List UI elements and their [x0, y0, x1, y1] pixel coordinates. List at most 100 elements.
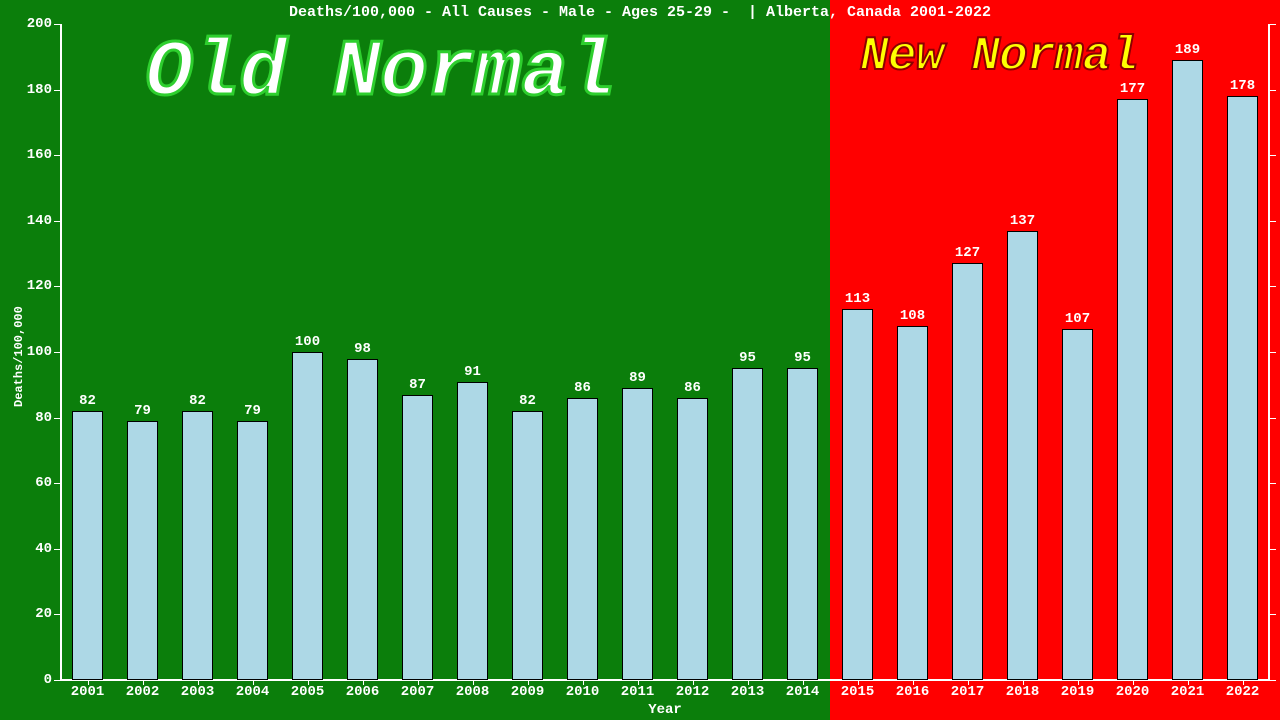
bar-value-label: 127 [955, 245, 980, 261]
bar-value-label: 108 [900, 308, 925, 324]
x-tick-mark [363, 680, 364, 685]
x-tick-mark [143, 680, 144, 685]
x-tick-mark [418, 680, 419, 685]
bar [347, 359, 379, 680]
x-tick-mark [308, 680, 309, 685]
x-tick-label: 2019 [1061, 684, 1095, 700]
y-tick-mark [54, 286, 60, 287]
bar [677, 398, 709, 680]
y-tick-mark [1270, 90, 1276, 91]
bar-value-label: 82 [189, 393, 206, 409]
y-tick-mark [1270, 680, 1276, 681]
y-tick-label: 0 [18, 672, 52, 688]
x-tick-label: 2017 [951, 684, 985, 700]
y-tick-mark [54, 24, 60, 25]
y-tick-mark [1270, 352, 1276, 353]
x-tick-label: 2001 [71, 684, 105, 700]
y-tick-mark [1270, 286, 1276, 287]
y-tick-mark [54, 418, 60, 419]
x-tick-label: 2003 [181, 684, 215, 700]
x-tick-mark [198, 680, 199, 685]
y-tick-mark [54, 483, 60, 484]
x-tick-mark [1243, 680, 1244, 685]
x-tick-mark [1133, 680, 1134, 685]
bar-value-label: 137 [1010, 213, 1035, 229]
bar [1227, 96, 1259, 680]
bar [1172, 60, 1204, 680]
x-tick-mark [253, 680, 254, 685]
y-tick-mark [54, 614, 60, 615]
y-tick-mark [54, 549, 60, 550]
x-tick-mark [88, 680, 89, 685]
x-tick-mark [1078, 680, 1079, 685]
y-tick-mark [1270, 483, 1276, 484]
x-tick-mark [528, 680, 529, 685]
bar [842, 309, 874, 680]
chart-title: Deaths/100,000 - All Causes - Male - Age… [0, 4, 1280, 21]
x-tick-mark [748, 680, 749, 685]
bar [1007, 231, 1039, 680]
new-normal-label: New Normal [860, 30, 1138, 84]
x-tick-mark [858, 680, 859, 685]
y-tick-label: 60 [18, 475, 52, 491]
bar [127, 421, 159, 680]
bar-value-label: 87 [409, 377, 426, 393]
bar [622, 388, 654, 680]
bar-value-label: 89 [629, 370, 646, 386]
x-axis-label: Year [635, 702, 695, 718]
x-tick-mark [1188, 680, 1189, 685]
bar-value-label: 91 [464, 364, 481, 380]
x-tick-label: 2020 [1116, 684, 1150, 700]
y-tick-mark [54, 155, 60, 156]
bar-value-label: 86 [574, 380, 591, 396]
bar-value-label: 95 [739, 350, 756, 366]
bar [1117, 99, 1149, 680]
bar [182, 411, 214, 680]
x-tick-label: 2021 [1171, 684, 1205, 700]
y-tick-mark [54, 221, 60, 222]
y-tick-label: 120 [18, 278, 52, 294]
bar-value-label: 79 [244, 403, 261, 419]
y-tick-mark [1270, 614, 1276, 615]
bar-value-label: 95 [794, 350, 811, 366]
x-tick-mark [583, 680, 584, 685]
x-tick-mark [693, 680, 694, 685]
bar [512, 411, 544, 680]
bar [952, 263, 984, 680]
y-tick-mark [1270, 24, 1276, 25]
bar-value-label: 178 [1230, 78, 1255, 94]
y-tick-mark [54, 90, 60, 91]
bar [237, 421, 269, 680]
x-tick-label: 2004 [236, 684, 270, 700]
bar [402, 395, 434, 680]
x-tick-mark [638, 680, 639, 685]
x-tick-label: 2007 [401, 684, 435, 700]
x-tick-mark [968, 680, 969, 685]
bar-value-label: 82 [519, 393, 536, 409]
y-tick-label: 180 [18, 82, 52, 98]
y-tick-mark [54, 680, 60, 681]
y-tick-mark [1270, 155, 1276, 156]
y-tick-label: 140 [18, 213, 52, 229]
bar-value-label: 86 [684, 380, 701, 396]
x-tick-label: 2011 [621, 684, 655, 700]
x-tick-label: 2022 [1226, 684, 1260, 700]
x-tick-label: 2005 [291, 684, 325, 700]
y-tick-label: 200 [18, 16, 52, 32]
chart-root: Deaths/100,000 - All Causes - Male - Age… [0, 0, 1280, 720]
y-tick-label: 80 [18, 410, 52, 426]
bar-value-label: 189 [1175, 42, 1200, 58]
bar-value-label: 82 [79, 393, 96, 409]
bar-value-label: 177 [1120, 81, 1145, 97]
x-tick-mark [1023, 680, 1024, 685]
bar [897, 326, 929, 680]
y-tick-mark [54, 352, 60, 353]
bar-value-label: 107 [1065, 311, 1090, 327]
y-tick-label: 20 [18, 606, 52, 622]
x-tick-label: 2008 [456, 684, 490, 700]
y-tick-mark [1270, 418, 1276, 419]
x-tick-label: 2012 [676, 684, 710, 700]
x-tick-label: 2018 [1006, 684, 1040, 700]
x-tick-label: 2014 [786, 684, 820, 700]
bar-value-label: 79 [134, 403, 151, 419]
